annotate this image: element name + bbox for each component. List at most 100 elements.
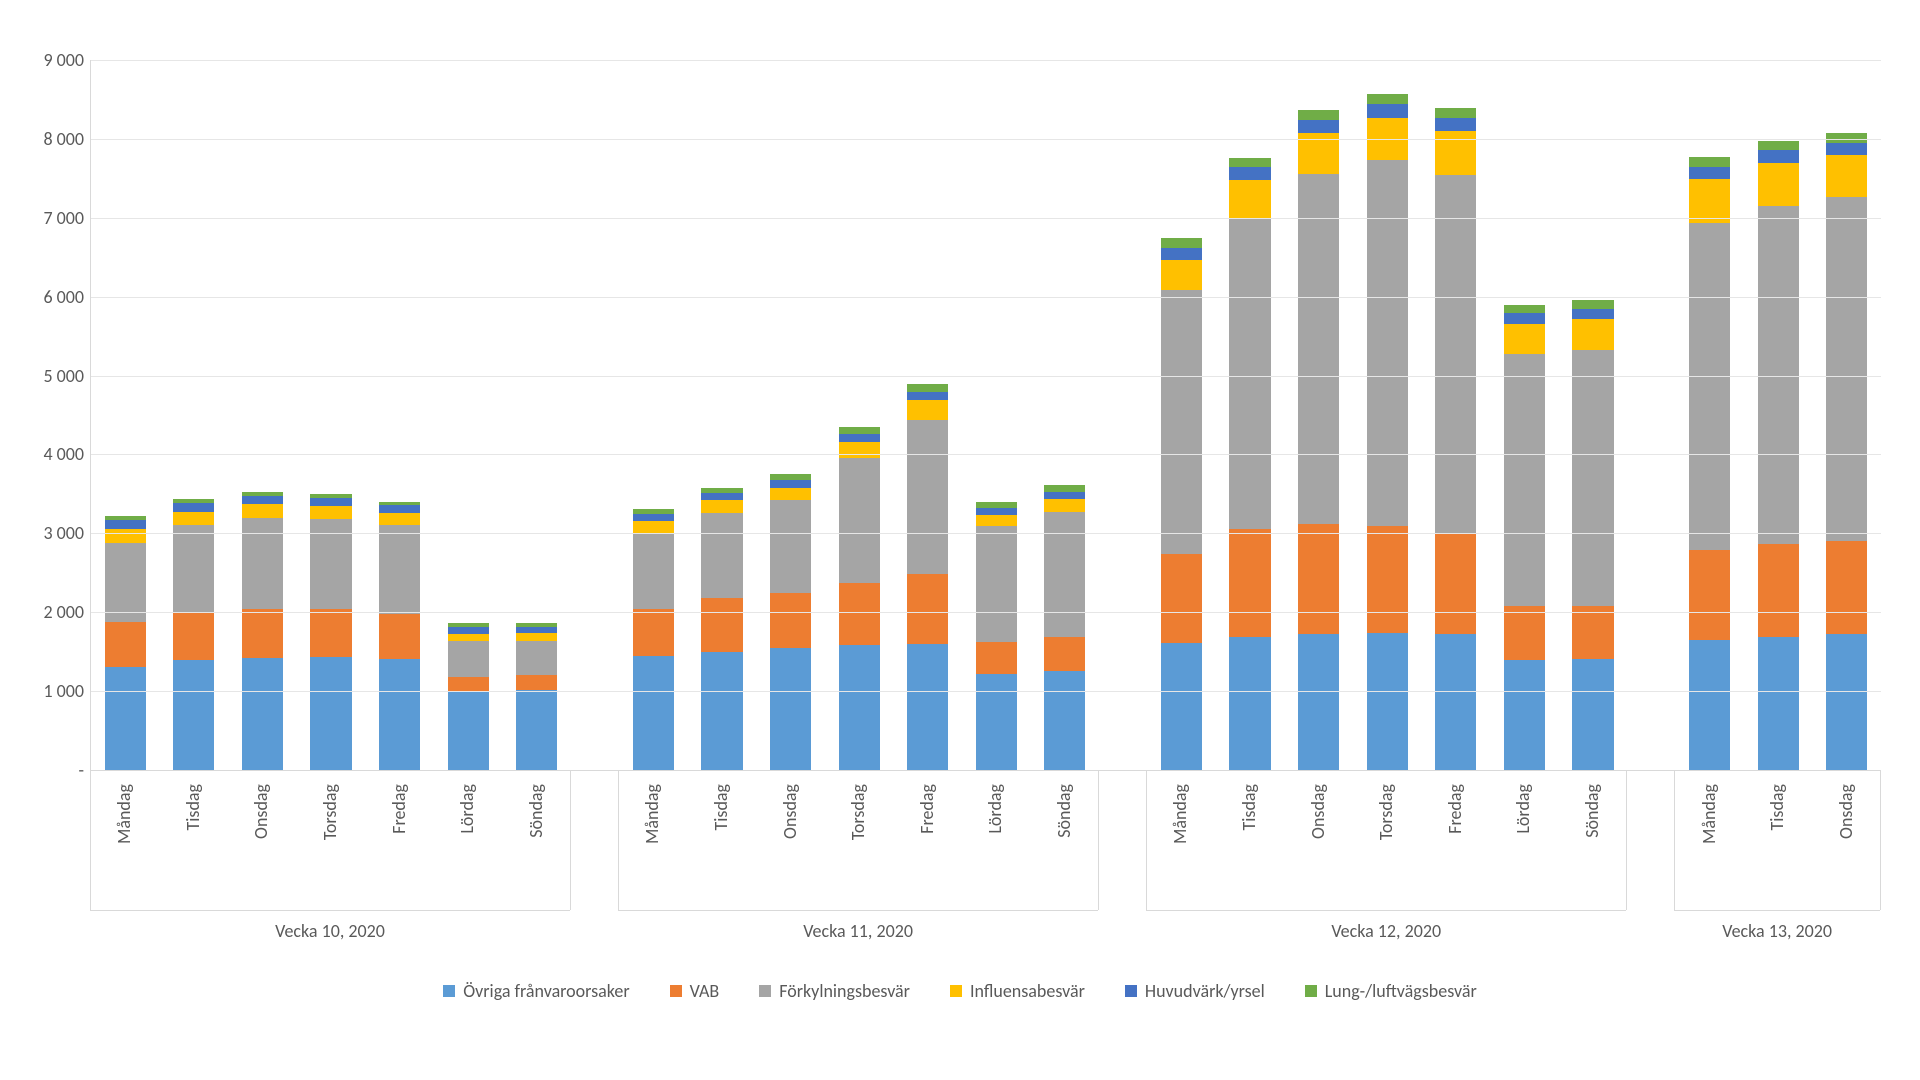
bar-segment-huvudvark — [1161, 248, 1202, 260]
bar-segment-ovriga — [1572, 659, 1613, 770]
bar-segment-influensa — [105, 529, 146, 542]
bar-segment-ovriga — [1826, 634, 1867, 770]
x-day-label: Torsdag — [319, 784, 341, 840]
bar-segment-ovriga — [701, 652, 742, 770]
legend-label: VAB — [690, 980, 720, 1002]
bar-segment-ovriga — [1435, 634, 1476, 770]
bar-segment-lung — [907, 384, 948, 392]
legend-swatch — [759, 985, 771, 997]
x-group-label: Vecka 13, 2020 — [1722, 920, 1832, 942]
legend-swatch — [950, 985, 962, 997]
bar-segment-lung — [1572, 300, 1613, 309]
legend-item-forkylning: Förkylningsbesvär — [759, 980, 910, 1002]
gridline — [91, 60, 1881, 61]
bar-segment-vab — [379, 614, 420, 659]
bar-column — [633, 509, 674, 770]
bars-layer — [91, 60, 1881, 770]
x-day-label: Fredag — [916, 784, 938, 834]
bar-segment-vab — [242, 609, 283, 658]
gridline — [91, 454, 1881, 455]
bar-segment-forkylning — [516, 641, 557, 676]
x-day-label: Söndag — [525, 784, 547, 838]
bar-segment-ovriga — [379, 659, 420, 770]
bar-segment-huvudvark — [1689, 167, 1730, 180]
y-tick-label: 9 000 — [14, 49, 84, 71]
bar-segment-lung — [1044, 485, 1085, 492]
bar-segment-forkylning — [1689, 223, 1730, 550]
bar-segment-huvudvark — [1572, 309, 1613, 319]
bar-segment-forkylning — [105, 543, 146, 622]
y-tick-label: - — [14, 759, 84, 781]
gridline — [91, 533, 1881, 534]
bar-column — [1229, 158, 1270, 770]
bar-segment-huvudvark — [1826, 143, 1867, 156]
bar-column — [1689, 157, 1730, 770]
bar-segment-huvudvark — [770, 480, 811, 488]
group-baseline — [618, 910, 1098, 911]
group-divider — [90, 770, 91, 910]
y-tick-label: 4 000 — [14, 443, 84, 465]
x-day-label: Torsdag — [1375, 784, 1397, 840]
y-tick-label: 2 000 — [14, 601, 84, 623]
bar-segment-influensa — [1504, 324, 1545, 354]
bar-segment-vab — [633, 609, 674, 656]
y-tick-label: 7 000 — [14, 207, 84, 229]
legend-label: Influensabesvär — [970, 980, 1085, 1002]
bar-segment-lung — [1689, 157, 1730, 166]
bar-segment-influensa — [242, 504, 283, 517]
bar-segment-vab — [701, 598, 742, 652]
bar-segment-ovriga — [310, 657, 351, 770]
x-day-label: Söndag — [1581, 784, 1603, 838]
group-divider — [1880, 770, 1881, 910]
bar-segment-influensa — [701, 500, 742, 513]
y-tick-label: 1 000 — [14, 680, 84, 702]
gridline — [91, 691, 1881, 692]
bar-segment-vab — [1758, 544, 1799, 637]
bar-segment-ovriga — [1504, 660, 1545, 770]
bar-segment-ovriga — [173, 660, 214, 770]
bar-segment-ovriga — [1044, 671, 1085, 770]
legend-item-vab: VAB — [670, 980, 720, 1002]
bar-segment-huvudvark — [310, 498, 351, 506]
bar-segment-vab — [1229, 529, 1270, 637]
gridline — [91, 376, 1881, 377]
bar-segment-huvudvark — [1229, 167, 1270, 180]
chart-container: -1 0002 0003 0004 0005 0006 0007 0008 00… — [0, 0, 1920, 1080]
x-day-label: Måndag — [1698, 784, 1720, 844]
bar-segment-influensa — [1826, 155, 1867, 197]
gridline — [91, 139, 1881, 140]
bar-segment-forkylning — [1572, 350, 1613, 606]
bar-column — [1044, 485, 1085, 770]
bar-segment-ovriga — [770, 648, 811, 770]
bar-segment-huvudvark — [379, 505, 420, 513]
legend-swatch — [670, 985, 682, 997]
bar-column — [448, 623, 489, 770]
bar-segment-lung — [1229, 158, 1270, 167]
bar-column — [1826, 133, 1867, 770]
bar-column — [379, 502, 420, 770]
legend-label: Förkylningsbesvär — [779, 980, 910, 1002]
bar-column — [976, 502, 1017, 770]
bar-segment-vab — [1161, 554, 1202, 643]
bar-segment-influensa — [839, 442, 880, 459]
bar-segment-influensa — [1229, 180, 1270, 218]
bar-segment-vab — [448, 677, 489, 691]
x-group-label: Vecka 12, 2020 — [1331, 920, 1441, 942]
legend-label: Lung-/luftvägsbesvär — [1325, 980, 1477, 1002]
group-divider — [1674, 770, 1675, 910]
x-day-label: Torsdag — [847, 784, 869, 840]
bar-column — [839, 427, 880, 770]
bar-segment-huvudvark — [1758, 150, 1799, 163]
bar-segment-ovriga — [1298, 634, 1339, 770]
y-tick-label: 5 000 — [14, 365, 84, 387]
bar-segment-lung — [1161, 238, 1202, 247]
bar-segment-vab — [1826, 541, 1867, 633]
bar-segment-ovriga — [839, 645, 880, 770]
bar-segment-ovriga — [1229, 637, 1270, 770]
bar-segment-vab — [105, 622, 146, 668]
bar-column — [770, 474, 811, 770]
bar-segment-forkylning — [1367, 160, 1408, 526]
bar-segment-huvudvark — [1298, 120, 1339, 133]
x-day-label: Lördag — [984, 784, 1006, 834]
x-day-label: Fredag — [1444, 784, 1466, 834]
